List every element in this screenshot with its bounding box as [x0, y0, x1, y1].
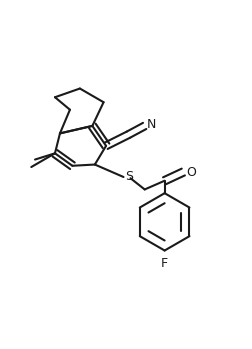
- Text: O: O: [186, 165, 196, 178]
- Text: N: N: [147, 118, 156, 131]
- Text: S: S: [125, 171, 133, 184]
- Text: F: F: [161, 257, 168, 270]
